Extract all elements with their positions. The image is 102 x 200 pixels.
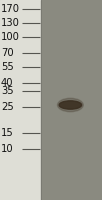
Text: 100: 100 [1, 32, 20, 42]
Text: 25: 25 [1, 102, 14, 112]
Ellipse shape [59, 101, 82, 109]
Text: 130: 130 [1, 18, 20, 28]
Text: 40: 40 [1, 78, 14, 88]
Text: 15: 15 [1, 128, 14, 138]
Ellipse shape [58, 98, 83, 112]
Text: 55: 55 [1, 62, 14, 72]
Text: 170: 170 [1, 4, 20, 14]
Text: 10: 10 [1, 144, 14, 154]
Bar [0, 0, 41, 200]
Bar [41, 0, 102, 200]
Text: 70: 70 [1, 48, 14, 58]
Text: 35: 35 [1, 86, 14, 96]
